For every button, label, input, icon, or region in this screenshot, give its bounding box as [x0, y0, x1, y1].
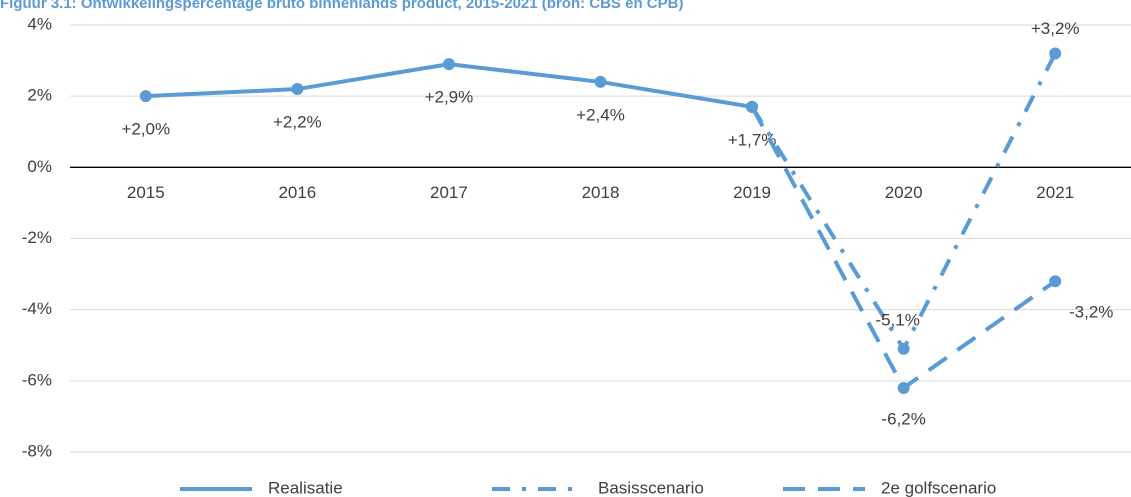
- chart-title: Figuur 3.1: Ontwikkelingspercentage brut…: [0, 0, 683, 12]
- x-tick-label: 2015: [127, 183, 165, 202]
- legend-label: Realisatie: [268, 478, 343, 497]
- legend-label: 2e golfscenario: [881, 478, 996, 497]
- x-tick-label: 2020: [885, 183, 923, 202]
- y-tick-label: -2%: [22, 228, 52, 247]
- x-tick-label: 2019: [733, 183, 771, 202]
- x-tick-label: 2018: [582, 183, 620, 202]
- data-label: +2,4%: [576, 105, 625, 124]
- data-point: [1049, 275, 1062, 288]
- data-label: -5,1%: [875, 310, 919, 329]
- y-tick-label: 4%: [27, 14, 52, 33]
- data-point: [139, 90, 152, 103]
- y-tick-label: 2%: [27, 86, 52, 105]
- data-point: [291, 83, 304, 96]
- data-point: [746, 100, 759, 113]
- x-tick-label: 2016: [278, 183, 316, 202]
- y-tick-label: -4%: [22, 299, 52, 318]
- data-label: +2,9%: [425, 88, 474, 107]
- data-label: +1,7%: [728, 130, 777, 149]
- data-point: [442, 58, 455, 71]
- x-tick-label: 2017: [430, 183, 468, 202]
- data-label: +3,2%: [1031, 19, 1080, 38]
- data-label: -3,2%: [1069, 303, 1113, 322]
- data-point: [594, 75, 607, 88]
- data-label: +2,2%: [273, 113, 322, 132]
- data-point: [897, 381, 910, 394]
- y-tick-label: -6%: [22, 370, 52, 389]
- data-point: [897, 342, 910, 355]
- data-label: +2,0%: [121, 120, 170, 139]
- x-tick-label: 2021: [1036, 183, 1074, 202]
- legend-label: Basisscenario: [598, 478, 704, 497]
- data-point: [1049, 47, 1062, 60]
- y-tick-label: -8%: [22, 441, 52, 460]
- data-label: -6,2%: [881, 409, 925, 428]
- y-tick-label: 0%: [27, 157, 52, 176]
